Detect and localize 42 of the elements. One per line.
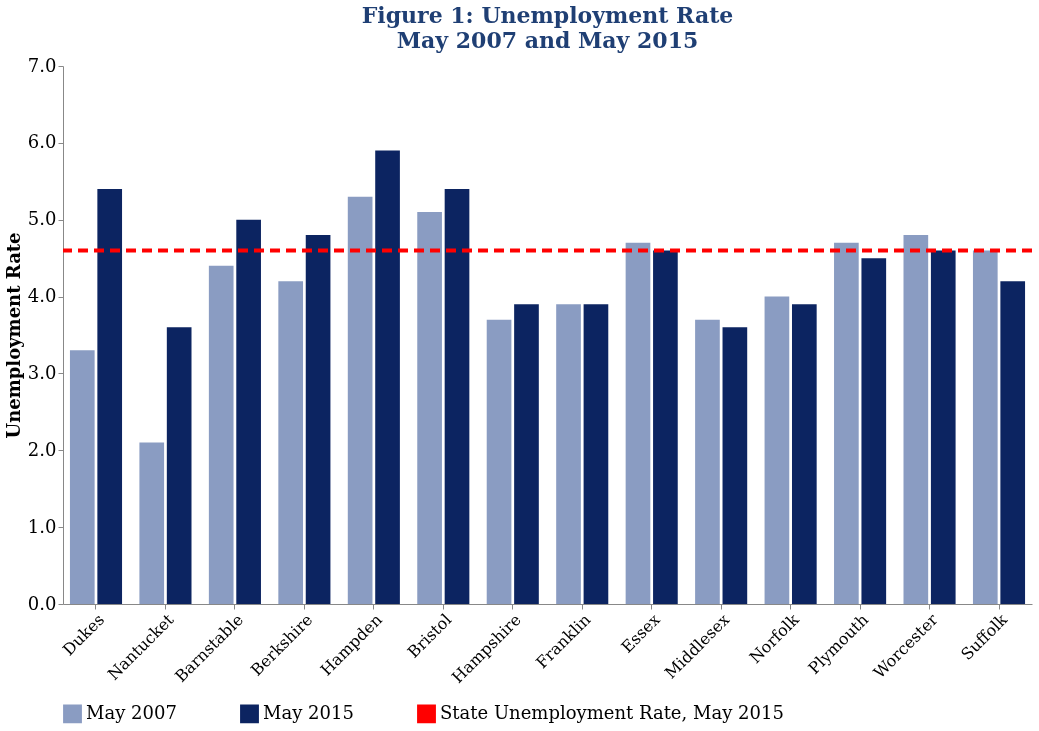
chart-title: Figure 1: Unemployment Rate (361, 2, 734, 28)
y-tick-label: 2.0 (27, 438, 57, 460)
y-tick-label: 4.0 (27, 285, 57, 307)
y-tick-label: 1.0 (27, 515, 57, 537)
y-tick-label: 5.0 (27, 208, 57, 230)
legend-label: State Unemployment Rate, May 2015 (440, 701, 784, 723)
y-tick-label: 6.0 (27, 131, 57, 153)
y-tick-label: 7.0 (27, 54, 57, 76)
bar (1000, 281, 1026, 604)
bar (764, 296, 790, 604)
bar (695, 319, 720, 604)
bar (930, 250, 956, 604)
bar (791, 304, 817, 604)
bar (583, 304, 609, 604)
bar (417, 212, 442, 604)
bar (166, 327, 192, 604)
bar (69, 350, 95, 604)
bar (236, 219, 261, 604)
bar (653, 250, 678, 604)
bar (278, 281, 304, 604)
y-tick-label: 3.0 (27, 361, 57, 383)
bar (444, 188, 470, 604)
bar (514, 304, 539, 604)
bar (625, 242, 651, 604)
y-axis-title: Unemployment Rate (2, 232, 24, 439)
bar (834, 242, 859, 604)
bar (97, 188, 123, 604)
bar (972, 250, 998, 604)
legend-label: May 2015 (263, 701, 354, 723)
bar (903, 235, 929, 604)
bar (375, 150, 400, 604)
bar (208, 265, 234, 604)
legend-label: May 2007 (86, 701, 177, 723)
chart-subtitle: May 2007 and May 2015 (396, 27, 699, 53)
bar (486, 319, 512, 604)
bar (556, 304, 581, 604)
y-tick-label: 0.0 (27, 592, 57, 614)
bar (305, 235, 331, 604)
bar (347, 196, 373, 604)
bar (861, 258, 887, 604)
bar (722, 327, 748, 604)
bar (139, 442, 165, 604)
